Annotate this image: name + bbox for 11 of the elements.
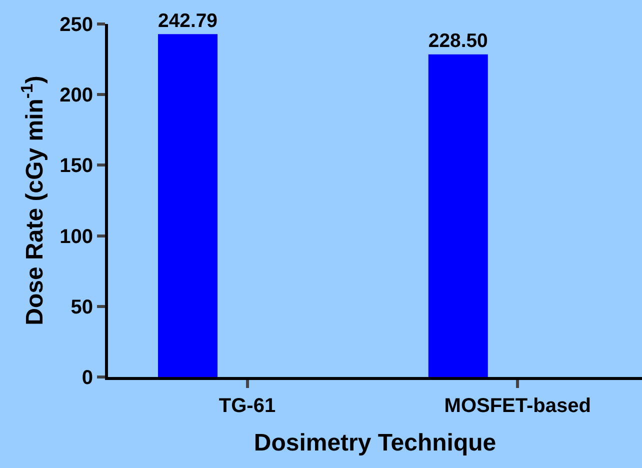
y-tick-label: 100 <box>60 226 93 248</box>
x-axis-title: Dosimetry Technique <box>254 429 496 456</box>
y-tick-label: 0 <box>82 367 93 389</box>
data-label: 228.50 <box>428 30 488 52</box>
x-tick-label: TG-61 <box>218 395 276 417</box>
y-tick-label: 200 <box>60 84 93 107</box>
y-tick-label: 50 <box>70 296 93 318</box>
data-label: 242.79 <box>158 10 218 32</box>
x-tick-label: MOSFET-based <box>444 395 591 417</box>
y-tick-label: 150 <box>60 155 93 178</box>
y-tick-label: 250 <box>60 14 93 36</box>
